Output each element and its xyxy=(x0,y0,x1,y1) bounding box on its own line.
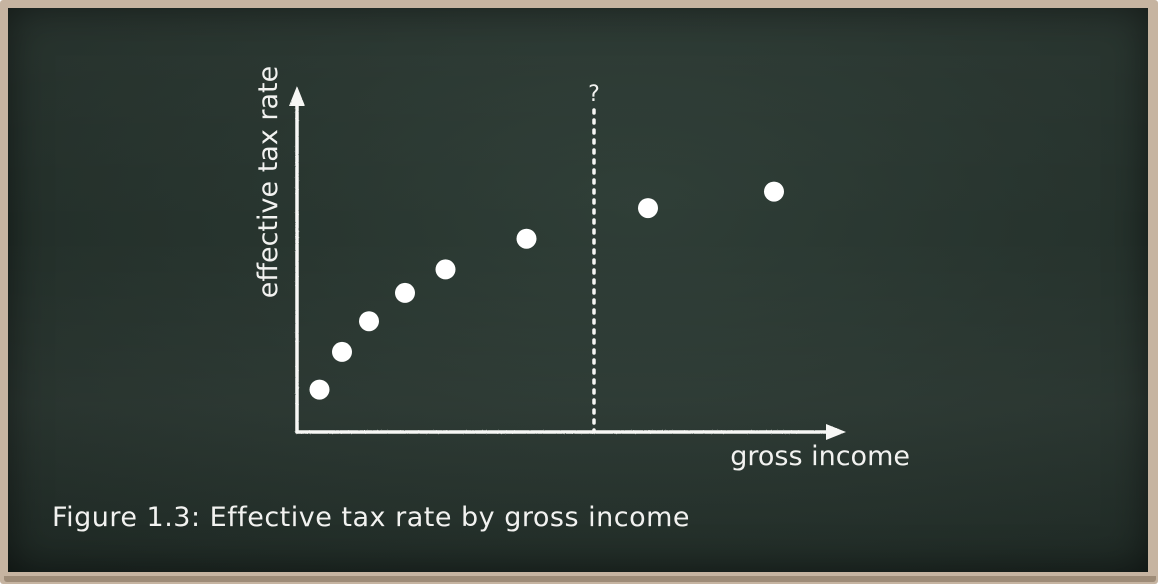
y-axis-arrowhead xyxy=(289,86,305,106)
data-point-3 xyxy=(359,311,379,332)
chalkboard xyxy=(8,8,1148,572)
figure-caption: Figure 1.3: Effective tax rate by gross … xyxy=(52,502,691,533)
data-point-4 xyxy=(395,282,415,303)
data-point-2 xyxy=(332,341,352,362)
data-point-8 xyxy=(764,181,784,202)
chalkboard-frame-ledge xyxy=(4,576,1156,582)
data-point-7 xyxy=(638,198,658,219)
chart-axes xyxy=(289,86,846,440)
threshold-marker: ? xyxy=(588,82,600,434)
x-axis-label: gross income xyxy=(730,441,910,472)
data-point-1 xyxy=(309,379,330,400)
threshold-label: ? xyxy=(588,82,600,107)
x-axis-arrowhead xyxy=(826,424,846,440)
data-point-6 xyxy=(516,228,537,249)
data-point-5 xyxy=(435,259,456,280)
data-points xyxy=(309,181,784,400)
y-axis-label: effective tax rate xyxy=(253,66,284,298)
